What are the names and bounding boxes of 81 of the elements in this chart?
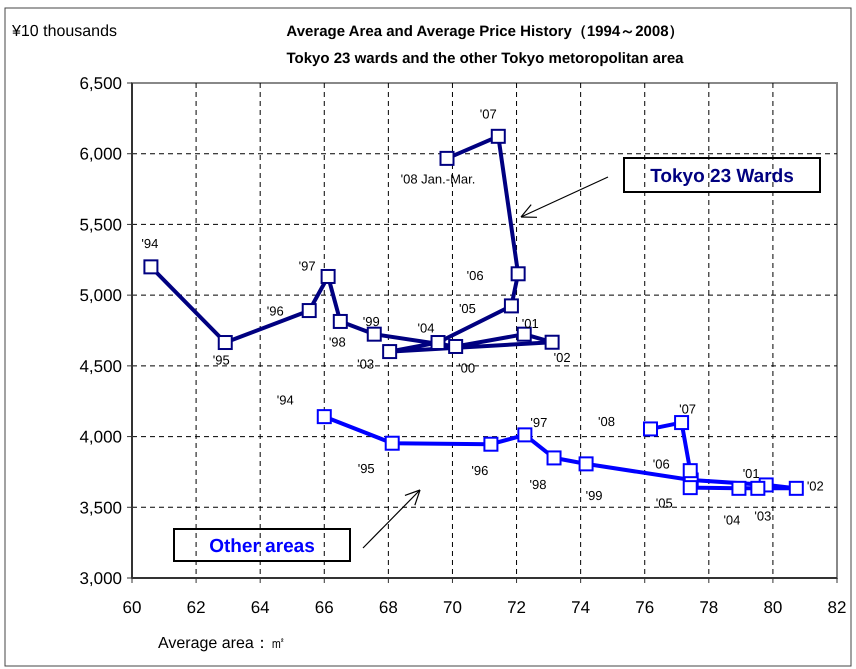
point: [504, 298, 519, 314]
point: [510, 266, 526, 282]
y-tick-label: 4,000: [79, 428, 122, 447]
annotation: '95: [212, 352, 230, 368]
y-axis-title: ¥10 thousands: [11, 23, 117, 40]
point: [316, 409, 332, 424]
annotation: '95: [358, 461, 375, 476]
x-tick-label: 64: [250, 598, 270, 617]
x-tick-label: 60: [122, 598, 142, 617]
annotation: '08: [598, 414, 615, 429]
annotation: '94: [141, 236, 158, 251]
y-tick-label: 6,500: [79, 74, 122, 93]
annotation: '08 Jan.-Mar.: [400, 171, 476, 186]
annotation: '06: [652, 456, 670, 472]
annotation: '06: [466, 268, 484, 283]
annotation: '98: [328, 334, 346, 350]
y-tick-label: 3,000: [79, 569, 122, 588]
point: [382, 344, 398, 360]
point: [544, 334, 560, 350]
point: [490, 128, 506, 144]
x-tick-label: 80: [763, 598, 782, 617]
point: [642, 421, 658, 436]
point: [750, 480, 766, 496]
x-tick-label: 68: [378, 598, 398, 617]
y-tick-label: 6,000: [79, 144, 122, 164]
point: [143, 259, 158, 274]
annotation: '05: [458, 300, 476, 316]
y-tick-label: 5,500: [79, 215, 122, 234]
annotation: '04: [418, 320, 435, 336]
annotation: '02: [806, 478, 824, 494]
point: [332, 314, 348, 329]
x-tick-label: 78: [699, 598, 718, 617]
point: [320, 268, 336, 284]
y-tick-label: 5,000: [79, 286, 122, 306]
annotation: '05: [656, 496, 673, 511]
x-axis-title: Average area：㎡: [158, 635, 286, 652]
annotation: '96: [266, 304, 284, 319]
point: [430, 335, 446, 350]
point: [682, 463, 698, 478]
x-tick-label: 62: [186, 598, 206, 617]
annotation: '97: [530, 414, 548, 430]
point: [578, 456, 594, 472]
point: [731, 480, 746, 496]
annotation: '03: [357, 356, 374, 372]
point: [516, 326, 532, 342]
annotation: '04: [723, 512, 740, 528]
point: [448, 338, 464, 354]
chart-subtitle: Tokyo 23 wards and the other Tokyo metoropolitan area: [286, 50, 684, 67]
annotation: '01: [742, 466, 760, 481]
x-tick-label: 82: [828, 598, 846, 617]
annotation: '96: [471, 463, 488, 478]
x-tick-label: 70: [442, 598, 462, 617]
annotation: '03: [754, 508, 772, 524]
annotation: '99: [362, 314, 380, 330]
annotation: '00: [458, 360, 476, 376]
point: [483, 436, 498, 452]
point: [366, 326, 382, 342]
annotation: '02: [554, 350, 571, 366]
x-tick-label: 72: [507, 598, 526, 617]
point: [546, 450, 562, 466]
y-tick-label: 4,500: [79, 356, 122, 376]
point: [517, 427, 532, 442]
annotation: '99: [586, 488, 603, 503]
point: [218, 335, 233, 350]
x-tick-label: 74: [571, 598, 590, 617]
annotation: '97: [298, 258, 316, 274]
annotation: '98: [530, 476, 547, 492]
annotation: '01: [522, 316, 539, 332]
point: [384, 436, 400, 451]
x-tick-label: 76: [635, 598, 654, 617]
annotation: '07: [480, 106, 497, 122]
point: [440, 150, 455, 166]
chart-title: Average Area and Average Price History（1994～2008）: [286, 23, 684, 40]
annotation: '07: [679, 402, 696, 417]
point: [682, 480, 698, 496]
point: [674, 415, 690, 430]
point: [788, 480, 804, 496]
annotation: '94: [276, 392, 294, 408]
point: [302, 303, 317, 318]
y-tick-label: 3,500: [79, 498, 122, 518]
x-tick-label: 66: [314, 598, 334, 617]
